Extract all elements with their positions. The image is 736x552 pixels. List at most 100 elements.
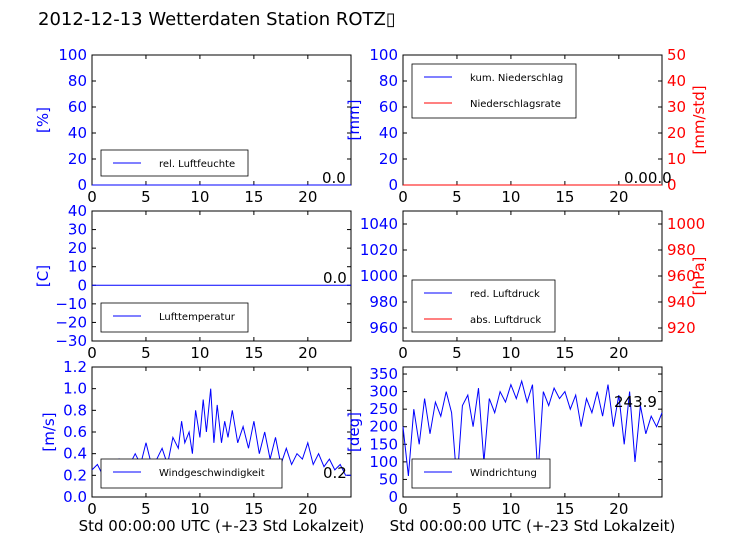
axes-frame bbox=[402, 366, 663, 498]
y2-tick-label: 40 bbox=[667, 72, 686, 90]
y2-tick-label: 980 bbox=[667, 241, 696, 259]
x-tick-label: 0 bbox=[398, 344, 408, 362]
y-tick-label: 100 bbox=[369, 46, 398, 64]
legend-label: kum. Niederschlag bbox=[470, 73, 563, 84]
value-label: 0.0 bbox=[323, 269, 347, 287]
y-tick-label: 40 bbox=[68, 124, 87, 142]
y2-axis-label: [mm/std] bbox=[690, 85, 708, 154]
x-tick-label: 15 bbox=[555, 344, 574, 362]
y-tick-label: 100 bbox=[369, 453, 398, 471]
y-tick-label: −10 bbox=[55, 295, 87, 313]
panel-wind_speed: 0 5 10 15 20 0.0 0.2 0.4 0.6 0.8 1.0 1.2 [m/s] Std 00… bbox=[40, 358, 364, 535]
y-tick-label: 20 bbox=[68, 239, 87, 257]
x-tick-label: 15 bbox=[244, 500, 263, 518]
y-tick-label: 80 bbox=[379, 72, 398, 90]
x-tick-label: 10 bbox=[190, 500, 209, 518]
y-tick-label: 1000 bbox=[360, 267, 398, 285]
y-tick-label: 40 bbox=[379, 124, 398, 142]
y-tick-label: 60 bbox=[379, 98, 398, 116]
y-tick-label: 0 bbox=[388, 176, 398, 194]
y-axis-label: [C] bbox=[34, 265, 52, 287]
y-tick-label: 80 bbox=[68, 72, 87, 90]
x-tick-label: 10 bbox=[501, 500, 520, 518]
y-tick-label: 300 bbox=[369, 383, 398, 401]
panel-pressure: 0 5 10 15 20 960 980 1000 1020 1040 920 940 960 980 10… bbox=[360, 210, 708, 362]
legend-box bbox=[411, 458, 551, 489]
x-tick-label: 5 bbox=[141, 188, 151, 206]
legend-label: abs. Luftdruck bbox=[470, 315, 541, 326]
y-tick-label: 0.6 bbox=[63, 423, 87, 441]
y-axis-label: [mm] bbox=[345, 100, 363, 141]
x-axis-label: Std 00:00:00 UTC (+-23 Std Lokalzeit) bbox=[390, 517, 676, 535]
y-tick-label: −30 bbox=[55, 332, 87, 350]
panel-precip: 0 5 10 15 20 0 20 40 60 80 100 0 10 20 30 40 50 [mm/std] [… bbox=[345, 46, 708, 206]
y-tick-label: 20 bbox=[379, 150, 398, 168]
axes-frame bbox=[91, 210, 352, 342]
y-axis-label: [m/s] bbox=[40, 412, 58, 451]
x-tick-label: 10 bbox=[501, 188, 520, 206]
series-line-0 bbox=[402, 379, 663, 483]
y-tick-label: 350 bbox=[369, 365, 398, 383]
legend-label: Windgeschwindigkeit bbox=[159, 468, 265, 479]
value-label: 0.00.0 bbox=[624, 169, 672, 187]
y2-tick-label: 0 bbox=[667, 176, 677, 194]
x-tick-label: 20 bbox=[298, 188, 317, 206]
x-tick-label: 5 bbox=[452, 500, 462, 518]
y2-tick-label: 20 bbox=[667, 124, 686, 142]
value-label: 243.9 bbox=[614, 393, 657, 411]
legend-box bbox=[100, 458, 283, 489]
x-tick-label: 20 bbox=[298, 344, 317, 362]
y-tick-label: 1.0 bbox=[63, 380, 87, 398]
x-tick-label: 20 bbox=[609, 344, 628, 362]
y2-axis-label: [hPa] bbox=[690, 257, 708, 296]
y-tick-label: −20 bbox=[55, 313, 87, 331]
y-tick-label: 1020 bbox=[360, 241, 398, 259]
legend-box bbox=[411, 279, 556, 333]
y-tick-label: 0 bbox=[388, 488, 398, 506]
x-tick-label: 0 bbox=[87, 344, 97, 362]
y-axis-label: [deg] bbox=[345, 412, 363, 452]
x-axis-label: Std 00:00:00 UTC (+-23 Std Lokalzeit) bbox=[79, 517, 365, 535]
panel-humidity: 0 5 10 15 20 0 20 40 60 80 100 [%] 0.0 rel. Luftfeuch… bbox=[34, 46, 352, 206]
y2-tick-label: 30 bbox=[667, 98, 686, 116]
legend-label: Windrichtung bbox=[470, 468, 537, 479]
value-label: 0.0 bbox=[322, 169, 346, 187]
x-tick-label: 0 bbox=[87, 188, 97, 206]
x-tick-label: 0 bbox=[87, 500, 97, 518]
x-tick-label: 20 bbox=[298, 500, 317, 518]
y-tick-label: 150 bbox=[369, 435, 398, 453]
legend-label: red. Luftdruck bbox=[470, 289, 540, 300]
y-tick-label: 0.4 bbox=[63, 445, 87, 463]
x-tick-label: 5 bbox=[141, 344, 151, 362]
x-tick-label: 15 bbox=[244, 344, 263, 362]
y-tick-label: 30 bbox=[68, 221, 87, 239]
y-tick-label: 980 bbox=[369, 293, 398, 311]
legend-box bbox=[411, 63, 577, 119]
y-tick-label: 100 bbox=[58, 46, 87, 64]
y2-tick-label: 50 bbox=[667, 46, 686, 64]
x-tick-label: 20 bbox=[609, 500, 628, 518]
y2-tick-label: 940 bbox=[667, 293, 696, 311]
y-tick-label: 0 bbox=[77, 176, 87, 194]
value-label: 0.2 bbox=[323, 464, 347, 482]
x-tick-label: 0 bbox=[398, 500, 408, 518]
y-tick-label: 960 bbox=[369, 319, 398, 337]
x-tick-label: 10 bbox=[190, 188, 209, 206]
x-tick-label: 20 bbox=[609, 188, 628, 206]
y-tick-label: 0.0 bbox=[63, 488, 87, 506]
y-tick-label: 40 bbox=[68, 202, 87, 220]
y-tick-label: 60 bbox=[68, 98, 87, 116]
y-tick-label: 10 bbox=[68, 258, 87, 276]
x-tick-label: 10 bbox=[190, 344, 209, 362]
y-tick-label: 250 bbox=[369, 400, 398, 418]
y-tick-label: 0 bbox=[77, 276, 87, 294]
y2-tick-label: 920 bbox=[667, 319, 696, 337]
y-axis-label: [%] bbox=[34, 107, 52, 133]
y2-tick-label: 1000 bbox=[667, 215, 705, 233]
y-tick-label: 200 bbox=[369, 418, 398, 436]
y-tick-label: 1.2 bbox=[63, 358, 87, 376]
x-tick-label: 5 bbox=[452, 188, 462, 206]
y2-tick-label: 10 bbox=[667, 150, 686, 168]
